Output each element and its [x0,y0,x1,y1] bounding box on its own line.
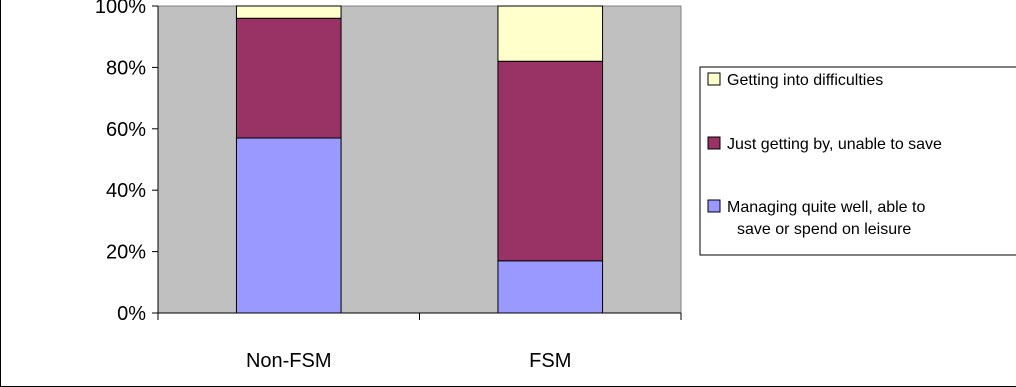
legend-swatch [707,136,721,150]
legend: Getting into difficulties Just getting by… [707,72,942,238]
legend-swatch [707,199,721,213]
legend-item: Just getting by, unable to save [707,136,942,153]
bar-segment [497,5,604,62]
bar-segment [235,5,342,19]
legend-item: Managing quite well, able to save or spen… [707,199,925,238]
bar-segment [497,260,604,314]
legend-swatch [707,72,721,86]
x-axis-tick-labels: Non-FSM FSM [246,350,571,372]
y-tick-label: 60% [106,119,146,141]
bar-segment [235,137,342,314]
axes [152,5,682,320]
y-tick-label: 0% [117,303,146,325]
x-tick-label: FSM [529,350,571,372]
bars [235,5,604,314]
bar-segment [497,60,604,262]
y-axis-tick-labels: 0% 20% 40% 60% 80% 100% [95,0,146,325]
legend-label: save or spend on leisure [737,221,911,238]
legend-box [699,66,1016,256]
legend-item: Getting into difficulties [707,72,883,89]
bar-segment [235,17,342,139]
y-tick-label: 100% [95,0,146,18]
legend-label: Getting into difficulties [727,72,883,89]
legend-label: Managing quite well, able to [727,199,925,216]
legend-label: Just getting by, unable to save [727,136,942,153]
x-tick-label: Non-FSM [246,350,332,372]
y-tick-label: 80% [106,57,146,79]
y-tick-label: 40% [106,180,146,202]
y-tick-label: 20% [106,242,146,264]
